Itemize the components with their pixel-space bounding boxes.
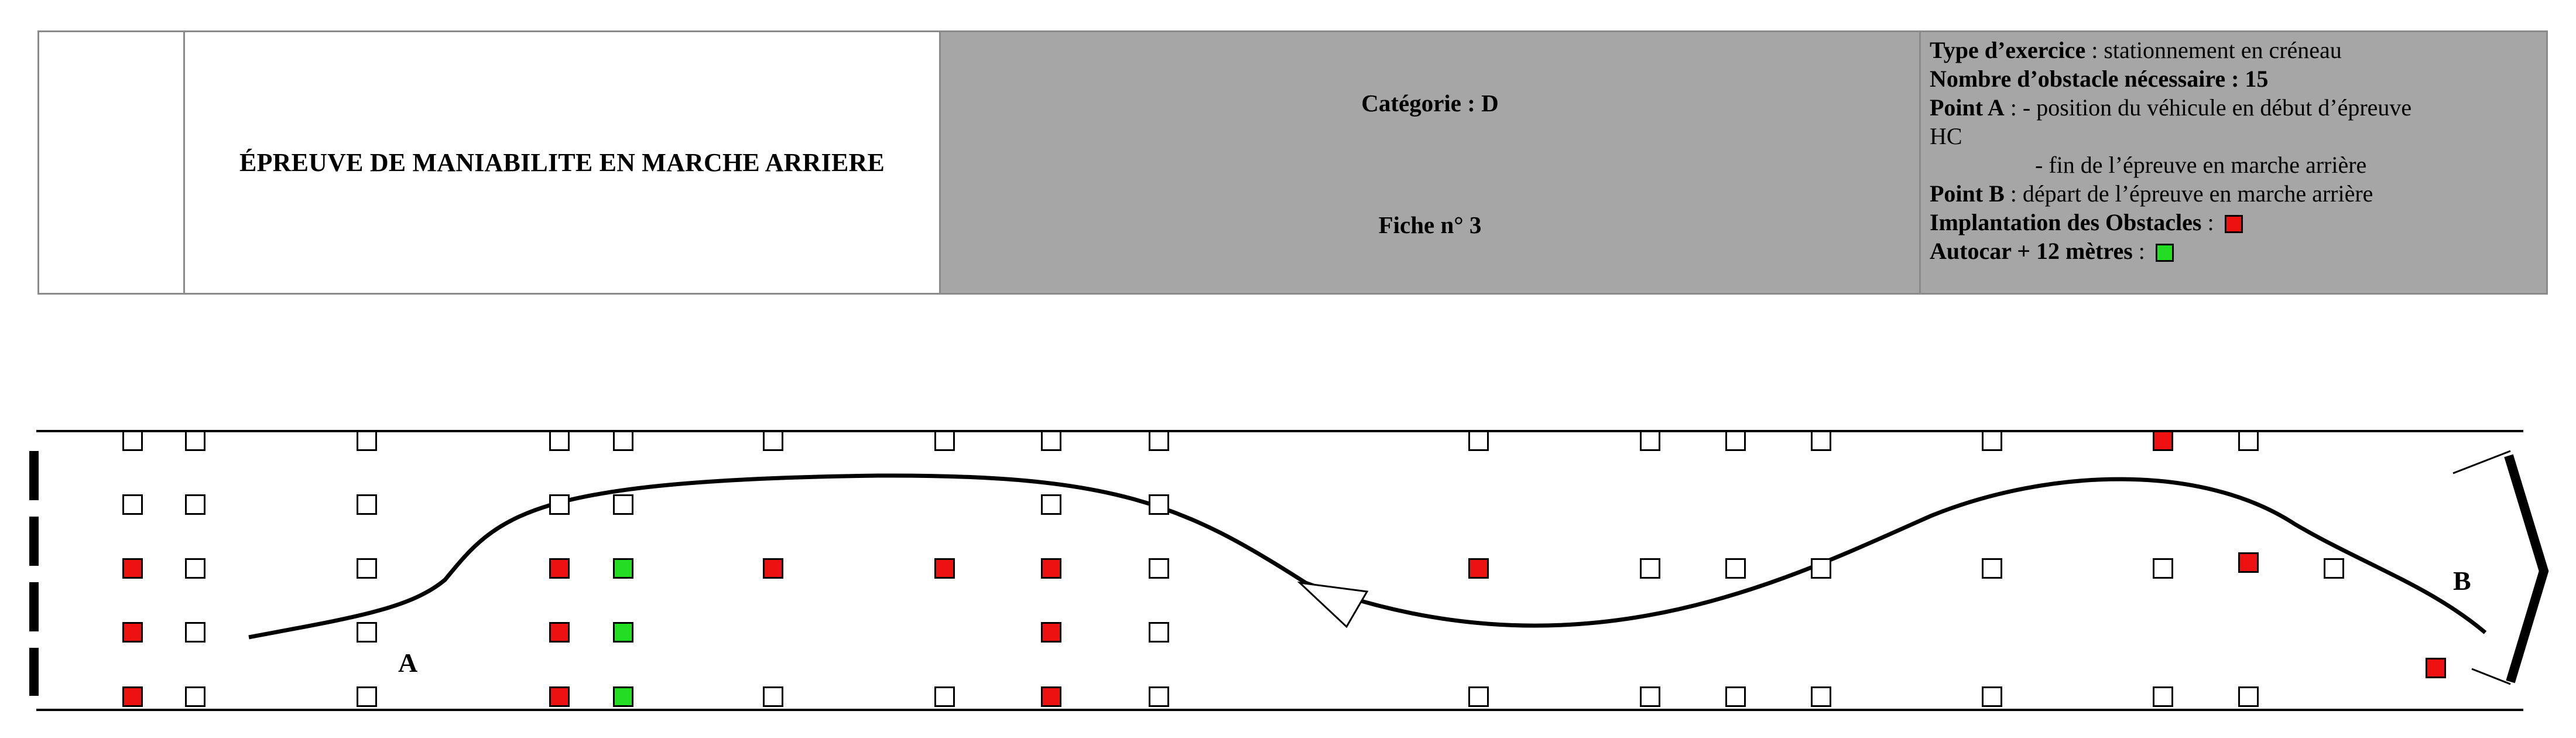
- empty-cone-marker: [1725, 430, 1746, 451]
- info-type: Type d’exercice : stationnement en créne…: [1930, 37, 2342, 63]
- empty-cone-marker: [185, 430, 205, 451]
- obstacle-marker: [549, 622, 570, 643]
- obstacle-marker: [2153, 430, 2173, 451]
- exercise-header-table: ÉPREUVE DE MANIABILITE EN MARCHE ARRIERE…: [37, 30, 2548, 295]
- obstacle-marker: [2426, 658, 2446, 678]
- right-end-tick-top: [2452, 450, 2511, 474]
- empty-cone-marker: [122, 430, 143, 451]
- info-obstacles: Nombre d’obstacle nécessaire : 15: [1930, 66, 2269, 92]
- point-a-label: A: [398, 648, 418, 678]
- empty-cone-marker: [185, 622, 205, 643]
- info-autocar: Autocar + 12 mètres :: [1930, 237, 2546, 265]
- obstacle-marker: [1468, 558, 1489, 579]
- empty-cone-marker: [1041, 494, 1061, 515]
- empty-cone-marker: [122, 494, 143, 515]
- fiche-number: Fiche n° 3: [1378, 211, 1482, 238]
- empty-cone-marker: [185, 494, 205, 515]
- right-end-tick-bottom: [2471, 668, 2511, 685]
- info-cell: Type d’exercice : stationnement en créne…: [1921, 32, 2546, 293]
- maneuver-diagram: A B: [0, 410, 2576, 738]
- direction-arrow-icon: [1297, 581, 1369, 628]
- empty-cone-marker: [2324, 558, 2344, 579]
- info-hc: HC: [1930, 123, 1962, 149]
- trajectory-path: [248, 473, 2487, 640]
- empty-cone-marker: [357, 686, 377, 707]
- empty-cone-marker: [1149, 494, 1169, 515]
- obstacle-marker: [1041, 686, 1061, 707]
- info-point-a: Point A : - position du véhicule en débu…: [1930, 94, 2412, 121]
- empty-cone-marker: [1811, 686, 1831, 707]
- red-obstacle-legend-icon: [2224, 215, 2243, 233]
- empty-cone-marker: [1149, 430, 1169, 451]
- empty-cone-marker: [934, 686, 955, 707]
- empty-cone-marker: [763, 686, 783, 707]
- category-cell: Catégorie : D Fiche n° 3: [941, 32, 1921, 293]
- empty-cone-marker: [2238, 430, 2259, 451]
- info-point-a-end: - fin de l’épreuve en marche arrière: [2035, 152, 2367, 178]
- empty-cone-marker: [2153, 686, 2173, 707]
- empty-cone-marker: [1982, 558, 2002, 579]
- info-point-b: Point B : départ de l’épreuve en marche …: [1930, 180, 2373, 207]
- obstacle-marker: [1041, 622, 1061, 643]
- empty-cone-marker: [1468, 686, 1489, 707]
- green-autocar-legend-icon: [2155, 244, 2174, 262]
- obstacle-marker: [122, 558, 143, 579]
- empty-cone-marker: [2238, 686, 2259, 707]
- title-cell: ÉPREUVE DE MANIABILITE EN MARCHE ARRIERE: [185, 32, 941, 293]
- empty-cone-marker: [1982, 430, 2002, 451]
- empty-cone-marker: [1640, 430, 1660, 451]
- empty-cone-marker: [1149, 558, 1169, 579]
- empty-cone-marker: [934, 430, 955, 451]
- empty-cone-marker: [357, 494, 377, 515]
- exercise-title: ÉPREUVE DE MANIABILITE EN MARCHE ARRIERE: [239, 148, 885, 177]
- empty-cone-marker: [357, 430, 377, 451]
- empty-cone-marker: [357, 622, 377, 643]
- autocar-marker: [613, 622, 633, 643]
- logo-cell: [39, 32, 185, 293]
- obstacle-marker: [122, 622, 143, 643]
- empty-cone-marker: [1640, 558, 1660, 579]
- obstacle-marker: [2238, 552, 2259, 573]
- empty-cone-marker: [185, 686, 205, 707]
- obstacle-marker: [122, 686, 143, 707]
- empty-cone-marker: [1811, 558, 1831, 579]
- empty-cone-marker: [1725, 558, 1746, 579]
- empty-cone-marker: [1811, 430, 1831, 451]
- obstacle-marker: [934, 558, 955, 579]
- empty-cone-marker: [2153, 558, 2173, 579]
- empty-cone-marker: [185, 558, 205, 579]
- empty-cone-marker: [1041, 430, 1061, 451]
- empty-cone-marker: [1468, 430, 1489, 451]
- obstacle-marker: [763, 558, 783, 579]
- right-end-barrier: [2504, 454, 2549, 684]
- empty-cone-marker: [1149, 622, 1169, 643]
- autocar-marker: [613, 686, 633, 707]
- empty-cone-marker: [1725, 686, 1746, 707]
- track-drawing: [29, 430, 2549, 711]
- info-implantation: Implantation des Obstacles :: [1930, 208, 2546, 237]
- empty-cone-marker: [549, 494, 570, 515]
- point-b-label: B: [2453, 566, 2471, 596]
- empty-cone-marker: [613, 494, 633, 515]
- obstacle-marker: [549, 686, 570, 707]
- obstacle-marker: [1041, 558, 1061, 579]
- empty-cone-marker: [549, 430, 570, 451]
- obstacle-marker: [549, 558, 570, 579]
- empty-cone-marker: [1640, 686, 1660, 707]
- empty-cone-marker: [613, 430, 633, 451]
- autocar-marker: [613, 558, 633, 579]
- empty-cone-marker: [1982, 686, 2002, 707]
- empty-cone-marker: [357, 558, 377, 579]
- category-label: Catégorie : D: [1361, 90, 1499, 117]
- empty-cone-marker: [1149, 686, 1169, 707]
- empty-cone-marker: [763, 430, 783, 451]
